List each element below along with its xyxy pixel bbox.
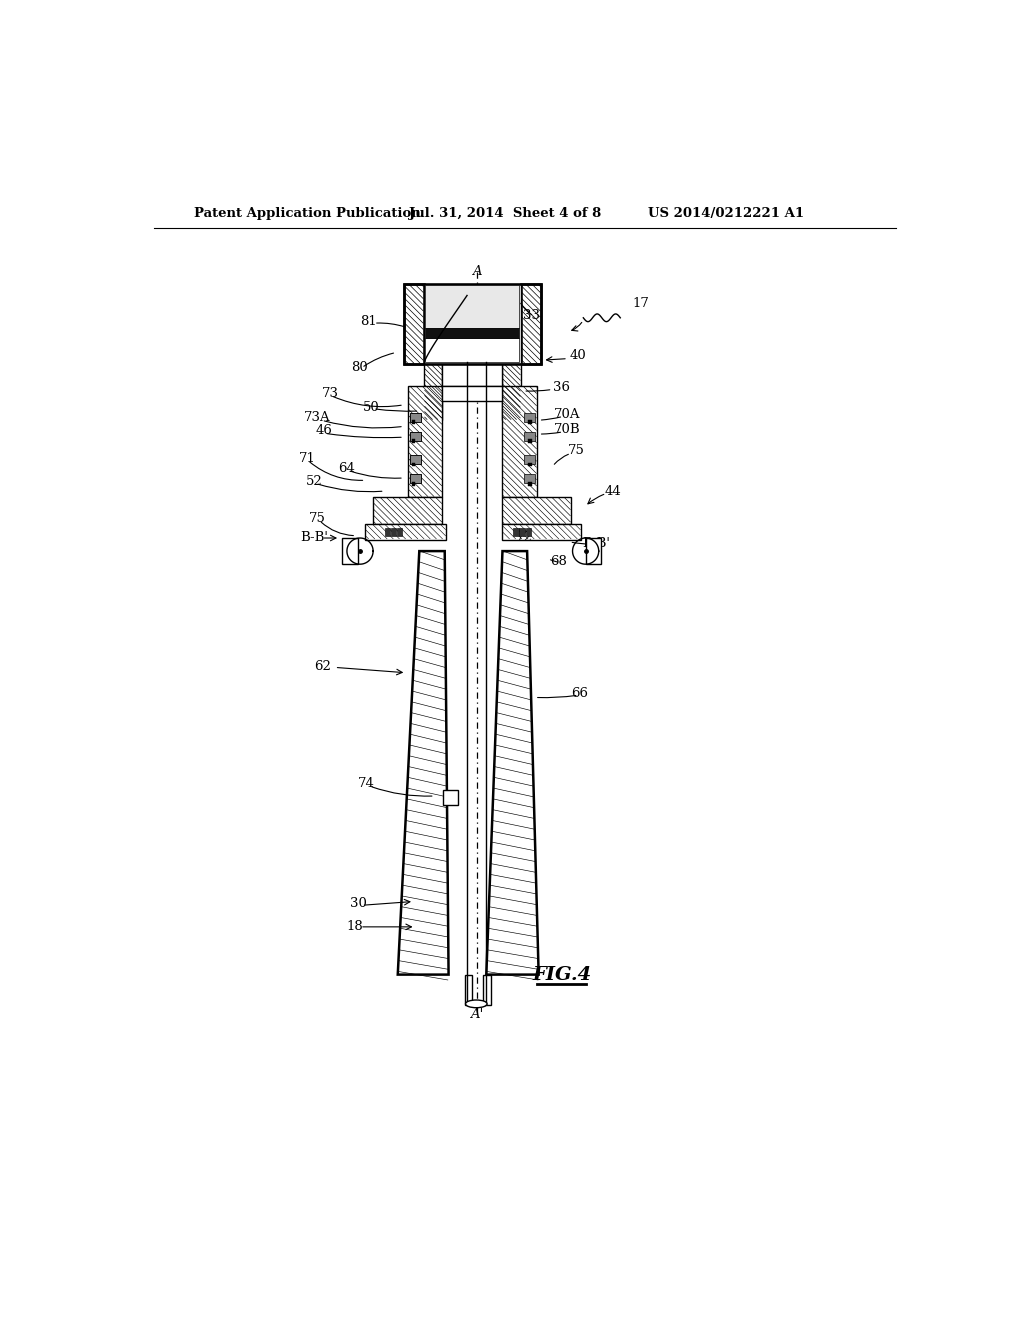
Bar bbox=[524, 432, 535, 441]
Text: 74: 74 bbox=[357, 777, 375, 791]
Text: 44: 44 bbox=[604, 484, 621, 498]
Text: 81: 81 bbox=[360, 315, 377, 329]
Bar bbox=[524, 455, 535, 465]
Bar bbox=[424, 284, 521, 364]
Bar bbox=[503, 364, 521, 420]
Bar bbox=[503, 524, 581, 540]
Text: 30: 30 bbox=[350, 898, 367, 911]
Text: 62: 62 bbox=[313, 660, 331, 673]
Bar bbox=[442, 385, 503, 401]
Text: 33: 33 bbox=[523, 309, 541, 322]
Bar bbox=[410, 455, 421, 465]
Text: 40: 40 bbox=[569, 348, 586, 362]
Bar bbox=[410, 455, 421, 465]
Bar bbox=[391, 528, 396, 536]
Bar bbox=[342, 539, 357, 564]
Bar bbox=[408, 385, 442, 498]
Text: 64: 64 bbox=[339, 462, 355, 475]
Bar bbox=[397, 528, 402, 536]
Bar bbox=[483, 974, 490, 1006]
Bar bbox=[524, 474, 535, 483]
Bar bbox=[385, 528, 390, 536]
Text: B-B': B-B' bbox=[582, 537, 609, 550]
Text: 68: 68 bbox=[550, 554, 567, 568]
Bar bbox=[410, 474, 421, 483]
Bar bbox=[425, 285, 519, 327]
Text: 36: 36 bbox=[553, 381, 569, 395]
Bar bbox=[443, 789, 459, 805]
Text: 75: 75 bbox=[309, 512, 326, 525]
Text: 52: 52 bbox=[306, 475, 323, 488]
Ellipse shape bbox=[466, 1001, 487, 1007]
Text: 75: 75 bbox=[568, 445, 585, 458]
Text: 17: 17 bbox=[633, 297, 649, 310]
Text: B-B': B-B' bbox=[300, 531, 328, 544]
Bar bbox=[465, 974, 472, 1006]
Bar bbox=[410, 432, 421, 441]
Bar bbox=[412, 482, 416, 486]
Bar bbox=[528, 462, 531, 466]
Text: 18: 18 bbox=[346, 920, 362, 933]
Bar bbox=[513, 528, 518, 536]
Text: FIG.4: FIG.4 bbox=[532, 966, 592, 983]
Bar bbox=[410, 432, 421, 441]
Bar bbox=[373, 498, 442, 524]
Text: 72: 72 bbox=[515, 531, 532, 544]
Bar bbox=[528, 482, 531, 486]
Text: 50: 50 bbox=[364, 400, 380, 413]
Polygon shape bbox=[397, 552, 449, 974]
Text: A': A' bbox=[470, 1008, 483, 1022]
Text: A: A bbox=[472, 265, 482, 279]
Text: 73: 73 bbox=[322, 387, 339, 400]
Text: 70A: 70A bbox=[554, 408, 581, 421]
Text: 80: 80 bbox=[351, 362, 369, 375]
Text: Patent Application Publication: Patent Application Publication bbox=[194, 207, 421, 220]
Bar bbox=[412, 462, 416, 466]
Bar bbox=[528, 420, 531, 424]
Bar bbox=[525, 528, 531, 536]
Text: A: A bbox=[461, 293, 471, 306]
Bar bbox=[425, 338, 519, 363]
Bar bbox=[403, 284, 541, 364]
Bar bbox=[412, 420, 416, 424]
Bar bbox=[403, 284, 424, 364]
Text: 73A: 73A bbox=[304, 412, 331, 425]
Bar bbox=[412, 440, 416, 444]
Text: 46: 46 bbox=[315, 425, 332, 437]
Polygon shape bbox=[486, 552, 539, 974]
Bar bbox=[410, 474, 421, 483]
Bar bbox=[524, 412, 535, 422]
Bar bbox=[503, 385, 538, 498]
Bar bbox=[586, 539, 601, 564]
Text: 32: 32 bbox=[429, 302, 446, 315]
Bar bbox=[425, 327, 519, 338]
Bar bbox=[442, 364, 503, 385]
Text: 71: 71 bbox=[298, 453, 315, 465]
Text: US 2014/0212221 A1: US 2014/0212221 A1 bbox=[648, 207, 804, 220]
Bar bbox=[521, 284, 541, 364]
Text: 66: 66 bbox=[571, 686, 588, 700]
Text: 70B: 70B bbox=[554, 422, 581, 436]
Bar bbox=[424, 364, 442, 420]
Text: Jul. 31, 2014  Sheet 4 of 8: Jul. 31, 2014 Sheet 4 of 8 bbox=[410, 207, 601, 220]
Bar bbox=[410, 412, 421, 422]
Bar bbox=[410, 412, 421, 422]
Bar bbox=[528, 440, 531, 444]
Bar bbox=[503, 498, 571, 524]
Bar bbox=[519, 528, 525, 536]
Bar bbox=[366, 524, 446, 540]
